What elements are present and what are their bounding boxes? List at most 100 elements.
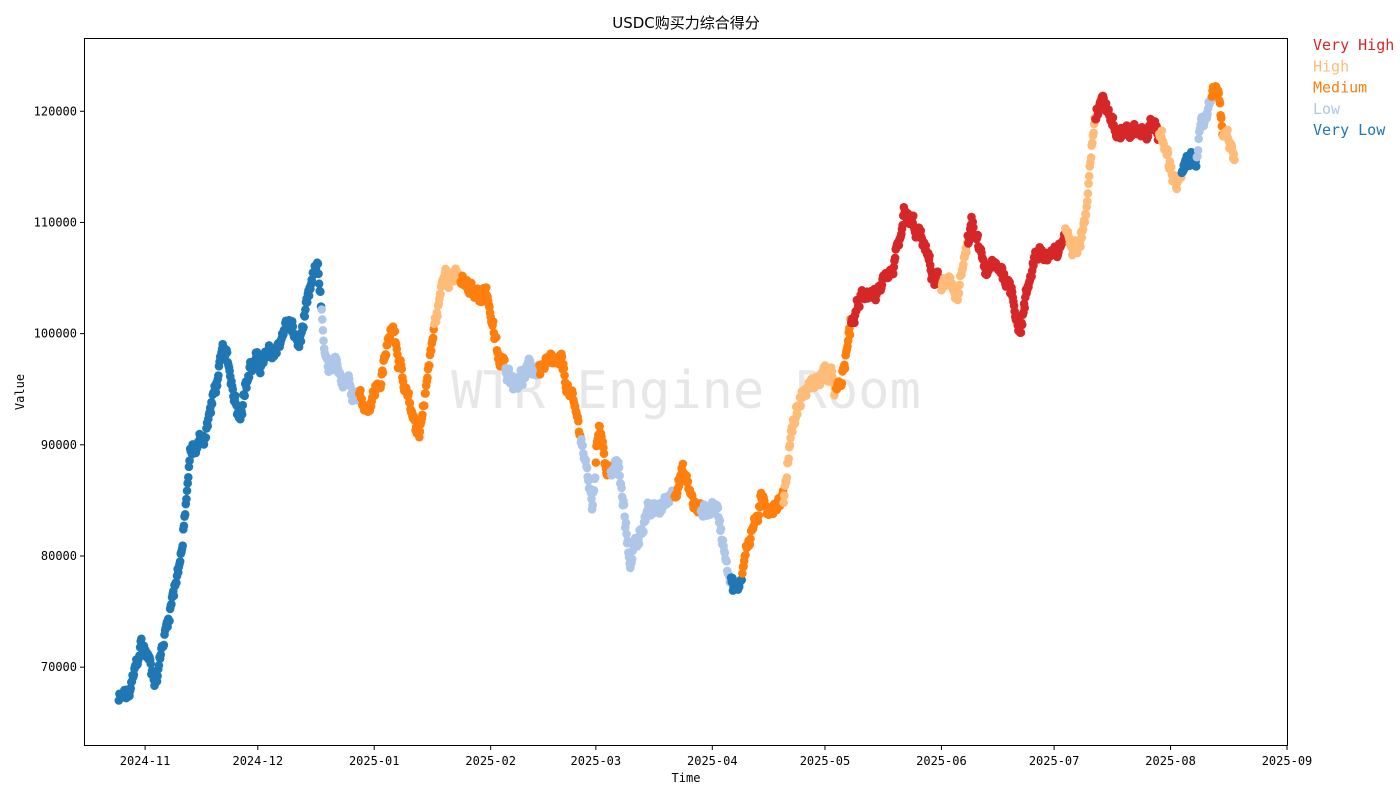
data-point [300,312,310,321]
data-point [1163,148,1173,158]
y-axis-title: Value [13,374,27,410]
data-point [314,269,323,279]
data-point [741,550,750,560]
data-point [428,333,438,343]
data-point [715,516,725,525]
data-point [973,230,983,240]
data-point [356,385,365,395]
data-point [627,554,637,564]
data-point [746,534,755,544]
data-point [908,211,918,221]
data-point [779,491,789,500]
y-tick-label: 100000 [34,327,77,341]
x-tick-label: 2025-04 [687,754,738,768]
data-point [969,223,978,232]
data-point [436,290,445,299]
data-point [557,352,567,362]
data-point [390,326,400,336]
data-point [582,463,592,473]
data-point [1194,134,1204,144]
data-point [184,472,193,482]
data-point [1157,126,1167,135]
data-points [114,82,1239,705]
data-point [955,280,964,290]
legend-item: High [1313,57,1349,75]
legend-item: Very Low [1313,121,1386,139]
x-tick-label: 2025-03 [571,754,622,768]
data-point [182,486,192,496]
data-point [588,500,598,510]
data-point [444,283,454,292]
plot-frame [84,38,1288,746]
data-point [591,458,601,467]
data-point [683,477,693,486]
data-point [180,509,190,519]
x-tick-label: 2025-07 [1029,754,1080,768]
legend: Very High High Medium Low Very Low [1313,36,1394,139]
data-point [154,661,164,670]
x-tick-label: 2024-11 [120,754,171,768]
data-point [301,305,310,314]
data-point [737,575,747,585]
x-tick-label: 2025-05 [800,754,851,768]
y-tick-label: 70000 [41,660,77,674]
data-point [203,421,212,431]
data-point [614,463,624,472]
data-point [925,251,934,261]
data-point [716,524,726,534]
data-point [1077,233,1086,243]
data-point [244,373,254,382]
data-point [840,364,850,373]
data-point [890,253,900,263]
data-point [617,483,626,493]
data-point [953,295,962,305]
data-point [590,473,600,482]
data-point [481,283,491,292]
data-point [488,317,498,326]
legend-item: Low [1313,100,1341,118]
data-point [307,278,317,288]
data-point [1076,242,1085,251]
y-axis: 70000 80000 90000 100000 110000 120000 [34,104,85,674]
data-point [796,401,805,411]
x-axis: 2024-11 2024-12 2025-01 2025-02 2025-03 2025-… [120,745,1312,768]
x-tick-label: 2025-08 [1145,754,1196,768]
data-point [1191,162,1201,171]
data-point [313,259,323,268]
x-axis-title: Time [672,771,701,785]
data-point [182,494,191,504]
data-point [415,427,425,436]
y-tick-label: 80000 [41,549,77,563]
data-point [639,527,648,536]
data-point [574,416,583,426]
data-point [381,350,391,360]
data-point [319,336,328,346]
data-point [425,361,434,370]
data-point [1143,132,1153,141]
data-point [1216,113,1226,123]
data-point [788,427,797,437]
data-point [159,640,169,650]
data-point [214,371,223,380]
data-point [420,401,429,411]
data-point [1172,184,1182,194]
data-point [754,511,763,520]
data-point [1215,98,1225,108]
data-point [165,616,174,626]
x-tick-label: 2025-09 [1262,754,1313,768]
data-point [302,298,312,307]
data-point [1016,328,1026,337]
data-point [678,459,688,469]
data-point [299,322,308,332]
data-point [1166,162,1176,172]
data-point [619,500,629,510]
data-point [1081,210,1091,220]
data-point [316,287,325,297]
data-point [201,433,211,442]
data-point [623,536,633,545]
data-point [317,315,327,324]
data-point [318,326,328,335]
chart-title: USDC购买力综合得分 [612,14,760,32]
data-point [855,302,864,312]
data-point [578,441,587,450]
